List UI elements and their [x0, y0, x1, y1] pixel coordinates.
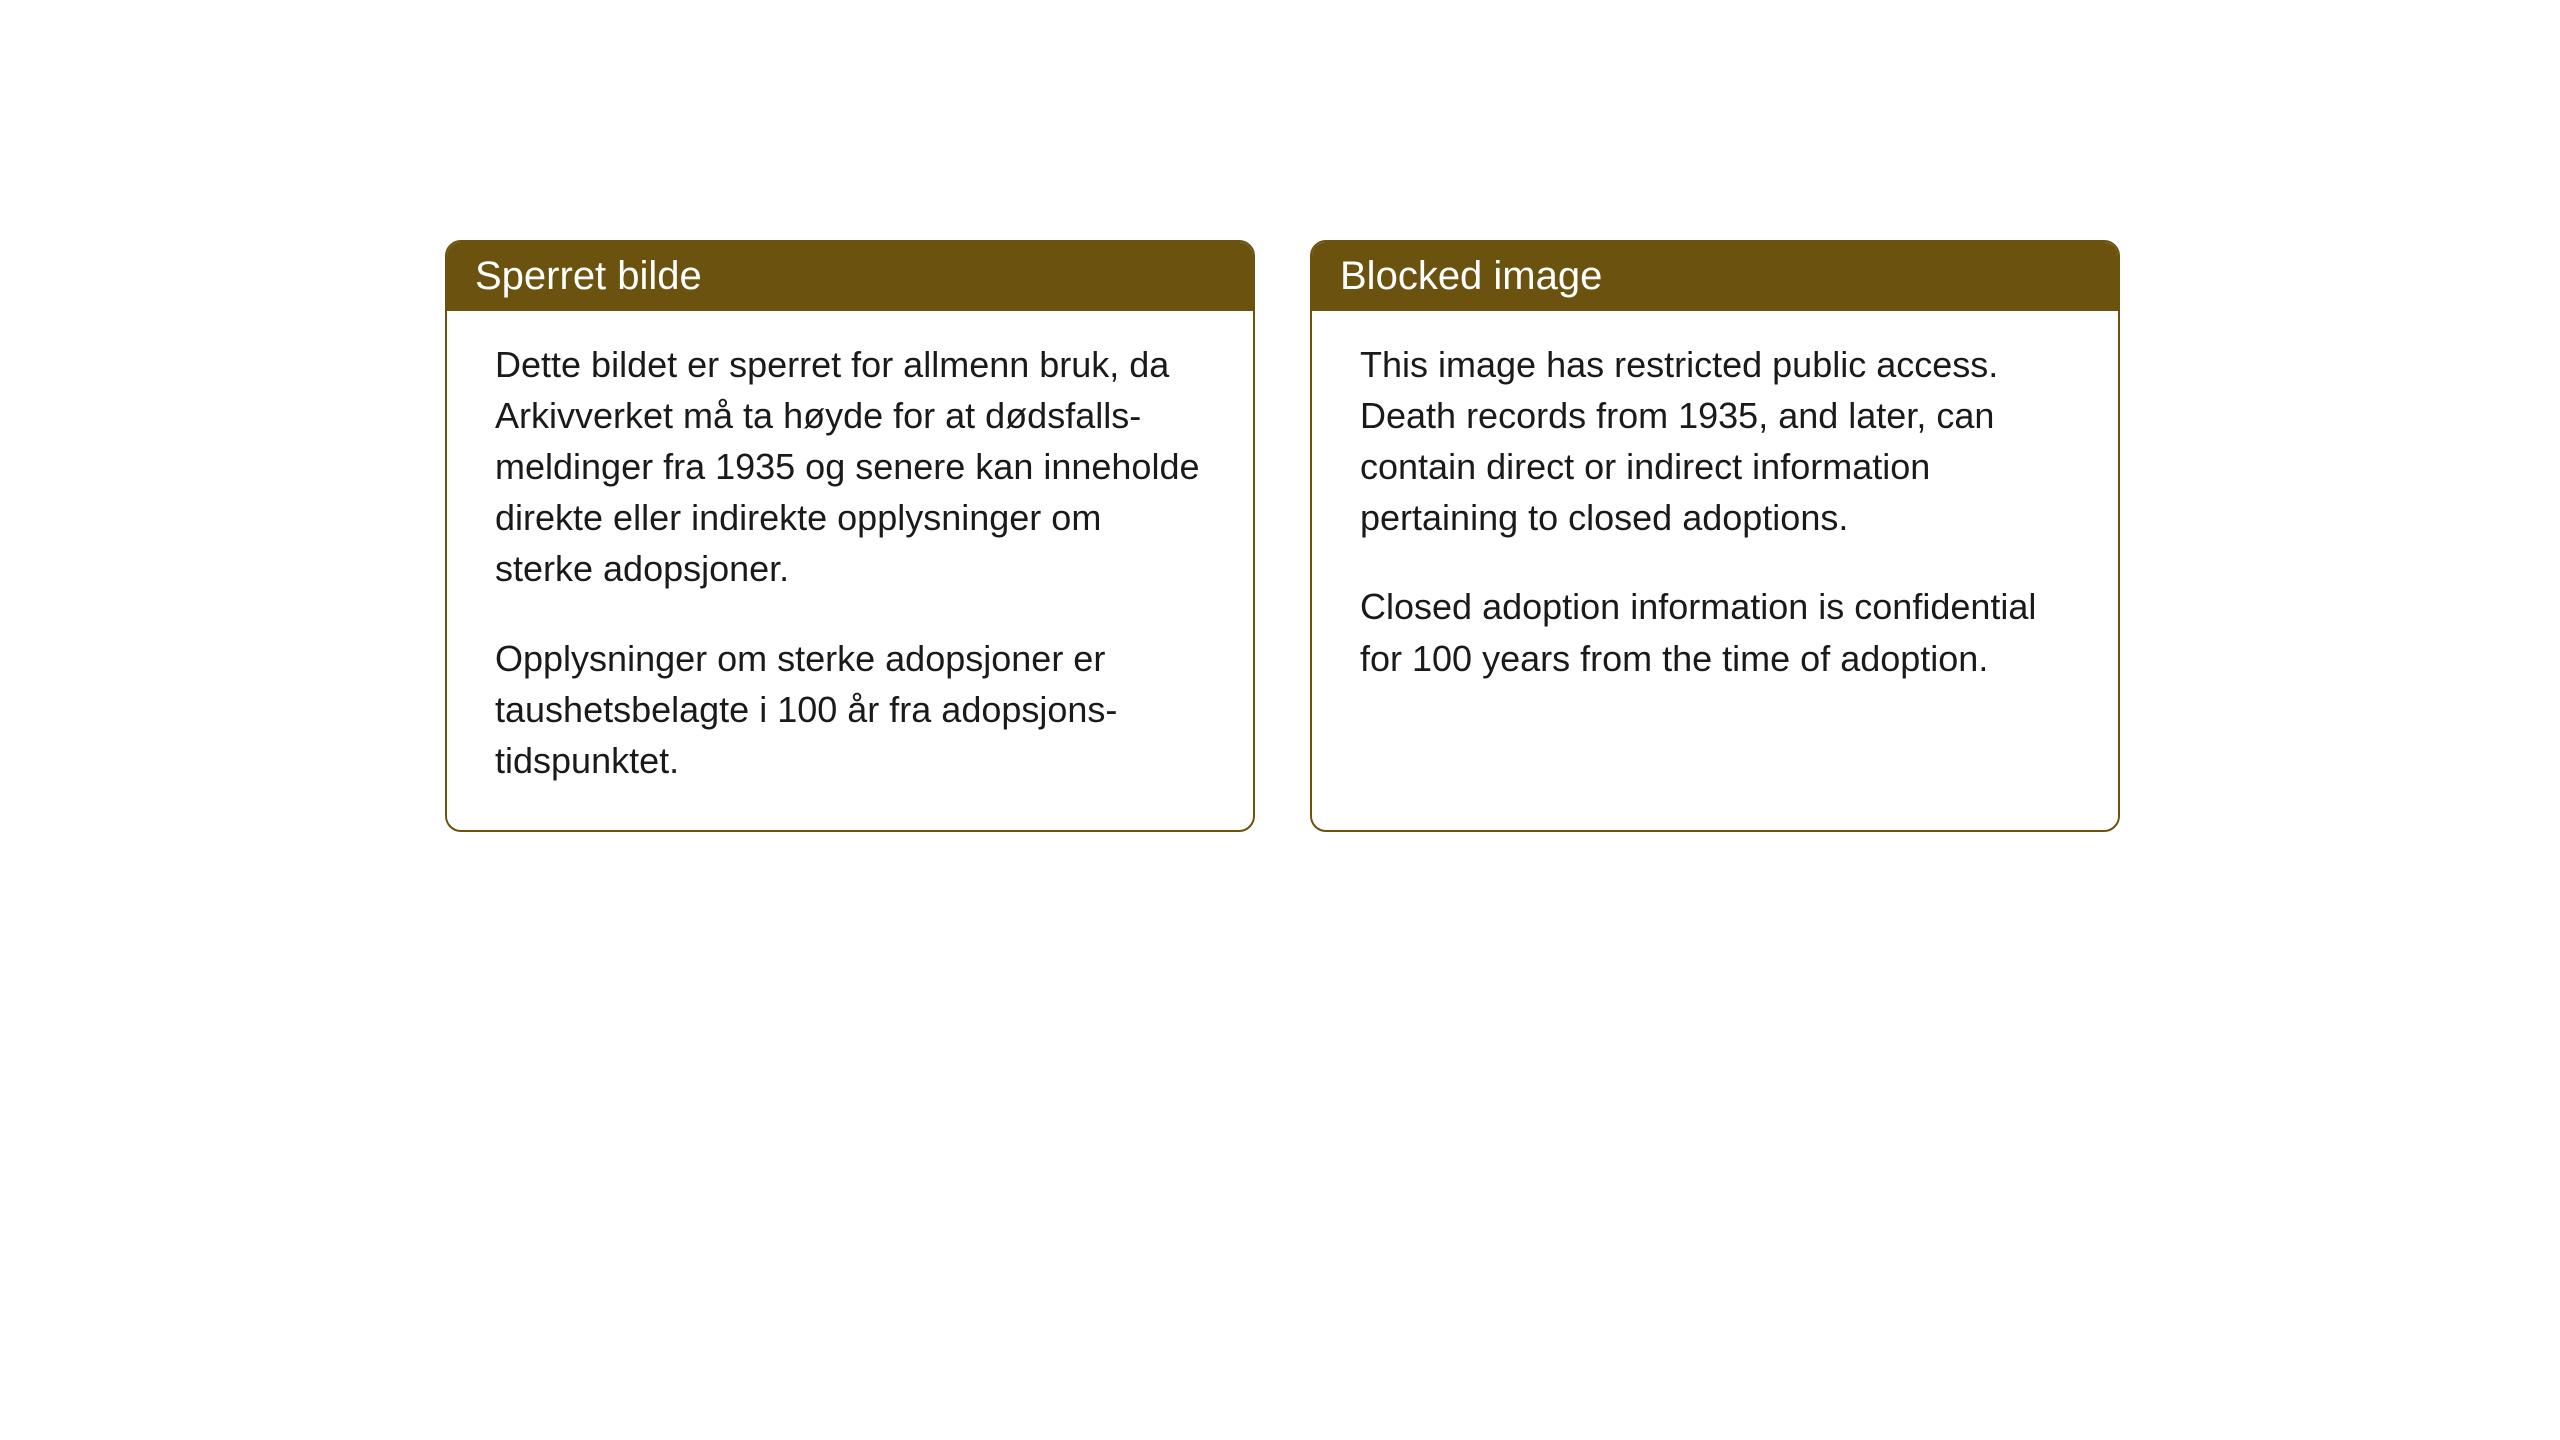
norwegian-paragraph-2: Opplysninger om sterke adopsjoner er tau… [495, 633, 1205, 786]
english-card-title: Blocked image [1312, 242, 2118, 311]
english-notice-card: Blocked image This image has restricted … [1310, 240, 2120, 832]
norwegian-paragraph-1: Dette bildet er sperret for allmenn bruk… [495, 339, 1205, 595]
english-paragraph-2: Closed adoption information is confident… [1360, 581, 2070, 683]
norwegian-card-title: Sperret bilde [447, 242, 1253, 311]
norwegian-card-body: Dette bildet er sperret for allmenn bruk… [447, 311, 1253, 830]
notice-cards-container: Sperret bilde Dette bildet er sperret fo… [445, 240, 2560, 832]
english-paragraph-1: This image has restricted public access.… [1360, 339, 2070, 543]
english-card-body: This image has restricted public access.… [1312, 311, 2118, 740]
norwegian-notice-card: Sperret bilde Dette bildet er sperret fo… [445, 240, 1255, 832]
